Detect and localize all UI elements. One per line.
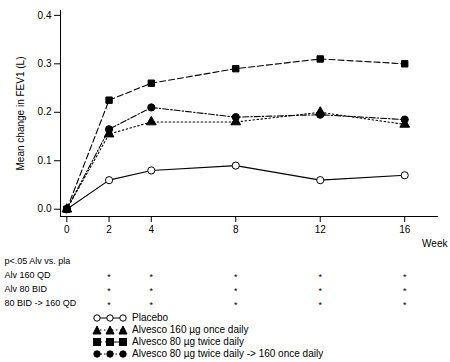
html-text:Alvesco 80 µg twice daily -> 1: Alvesco 80 µg twice daily -> 160 once da… xyxy=(132,348,324,359)
svg-text:*: * xyxy=(318,300,322,310)
svg-text:*: * xyxy=(403,272,407,282)
svg-text:p<.05 Alv vs. pla: p<.05 Alv vs. pla xyxy=(5,256,71,266)
svg-text:*: * xyxy=(234,272,238,282)
svg-text:0.2: 0.2 xyxy=(38,106,52,117)
svg-text:*: * xyxy=(403,300,407,310)
svg-text:*: * xyxy=(234,286,238,296)
html-text:Alvesco 160 µg once daily: Alvesco 160 µg once daily xyxy=(132,324,249,335)
svg-text:0: 0 xyxy=(64,224,70,235)
svg-text:*: * xyxy=(234,300,238,310)
svg-text:80 BID -> 160 QD: 80 BID -> 160 QD xyxy=(5,298,77,308)
svg-text:Mean change in FEV1 (L): Mean change in FEV1 (L) xyxy=(15,57,26,171)
svg-text:*: * xyxy=(107,272,111,282)
svg-text:*: * xyxy=(318,286,322,296)
svg-text:*: * xyxy=(150,300,154,310)
html-text:Alvesco 80 µg twice daily: Alvesco 80 µg twice daily xyxy=(132,336,244,347)
svg-text:*: * xyxy=(318,272,322,282)
svg-text:2: 2 xyxy=(106,224,112,235)
svg-text:*: * xyxy=(150,272,154,282)
svg-text:0.0: 0.0 xyxy=(38,203,52,214)
svg-text:0.4: 0.4 xyxy=(38,10,52,21)
svg-text:0.1: 0.1 xyxy=(38,155,52,166)
svg-text:Alv 160 QD: Alv 160 QD xyxy=(5,270,52,280)
svg-text:*: * xyxy=(403,286,407,296)
svg-text:8: 8 xyxy=(233,224,239,235)
svg-text:*: * xyxy=(107,300,111,310)
html-text:Placebo: Placebo xyxy=(132,312,169,323)
svg-text:4: 4 xyxy=(149,224,155,235)
svg-text:*: * xyxy=(107,286,111,296)
svg-text:Week: Week xyxy=(422,238,448,249)
svg-text:0.3: 0.3 xyxy=(38,58,52,69)
svg-text:Alv 80 BID: Alv 80 BID xyxy=(5,284,48,294)
svg-text:*: * xyxy=(150,286,154,296)
svg-text:16: 16 xyxy=(399,224,411,235)
svg-text:12: 12 xyxy=(315,224,327,235)
